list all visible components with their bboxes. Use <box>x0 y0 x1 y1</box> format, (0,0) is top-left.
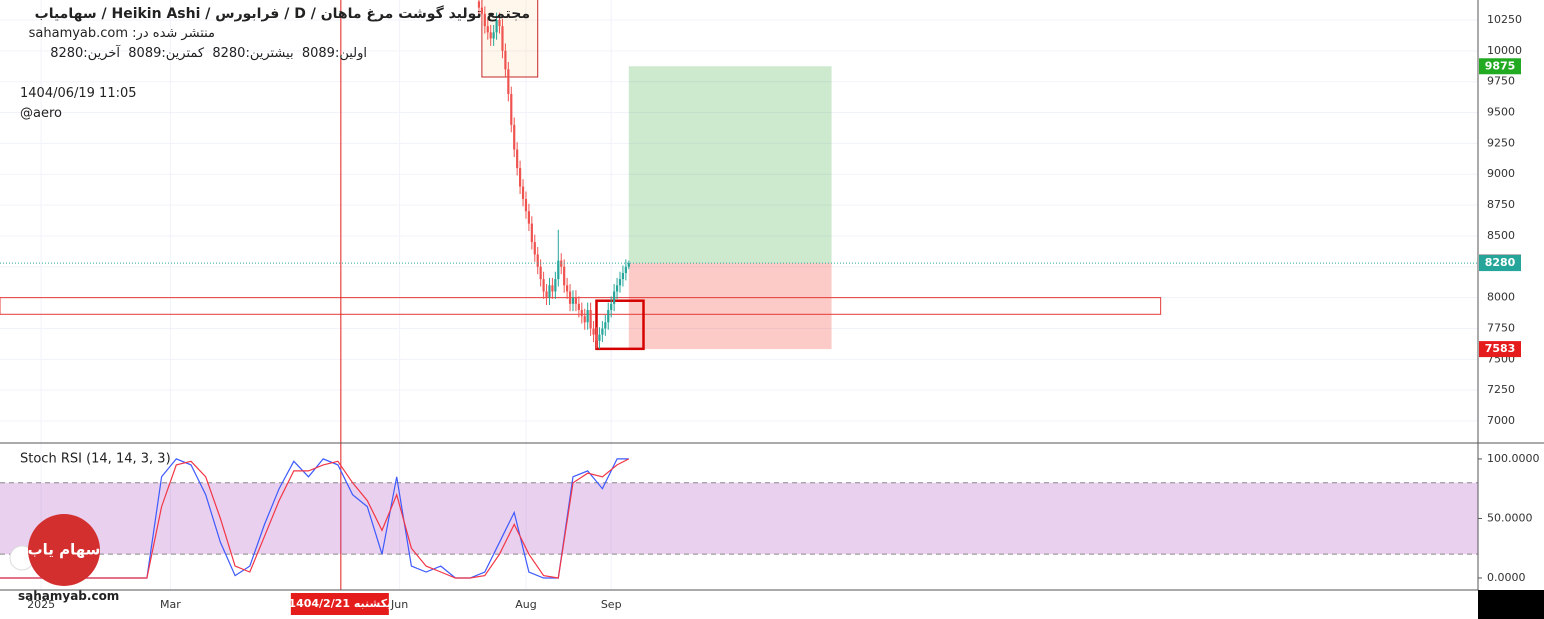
candle-body <box>563 266 566 286</box>
y-tick-label: 8500 <box>1487 229 1515 242</box>
candle-body <box>489 32 492 39</box>
candle-body <box>601 328 604 335</box>
author: @aero <box>20 106 62 121</box>
y-tick-label: 50.0000 <box>1487 511 1533 524</box>
x-tick-label: Mar <box>160 598 181 611</box>
candle-body <box>504 50 507 70</box>
candle-body <box>498 19 501 27</box>
price-marker-label: 8280 <box>1485 256 1516 269</box>
candle-body <box>621 272 625 280</box>
y-tick-label: 10250 <box>1487 13 1522 26</box>
axis-corner <box>1478 590 1544 619</box>
y-tick-label: 9500 <box>1487 106 1515 119</box>
candle-body <box>530 223 533 243</box>
x-tick-label: Aug <box>515 598 536 611</box>
candle-body <box>486 26 489 33</box>
date: 1404/06/19 11:05 <box>20 86 137 101</box>
candle-body <box>495 19 498 33</box>
x-tick-label: Sep <box>601 598 622 611</box>
zone <box>0 297 1162 315</box>
position-stop <box>628 263 832 350</box>
y-tick-label: 9250 <box>1487 136 1515 149</box>
candle-body <box>571 297 575 304</box>
position-target <box>628 66 832 264</box>
x-tick-label: 2025 <box>27 598 55 611</box>
y-tick-label: 8750 <box>1487 198 1515 211</box>
y-tick-label: 8000 <box>1487 291 1515 304</box>
candle-body <box>583 316 586 323</box>
chart-title: مجتمع تولید گوشت مرغ ماهان / D / فرابورس… <box>34 6 530 22</box>
price-marker <box>1479 58 1521 75</box>
price-marker-label: 9875 <box>1485 59 1516 72</box>
candle-body <box>560 260 563 267</box>
logo-text: سهام یاب <box>28 541 101 559</box>
cursor-label: 1404/2/21 یکشنبه <box>288 597 391 610</box>
candle-body <box>557 260 560 280</box>
candle-body <box>580 309 583 317</box>
y-tick-label: 0.0000 <box>1487 571 1526 584</box>
candle-body <box>577 303 580 310</box>
price-marker <box>1479 341 1521 358</box>
candle-body <box>610 303 613 310</box>
candle-body <box>568 291 572 304</box>
candle-body <box>507 69 510 95</box>
published: منتشر شده در: sahamyab.com <box>28 26 215 41</box>
candle-body <box>604 322 607 329</box>
logo <box>28 514 100 586</box>
candle-body <box>501 26 504 51</box>
candle-body <box>618 279 622 286</box>
price-marker-label: 7583 <box>1485 342 1516 355</box>
ohlc: اولین:8089 بیشترین:8280 کمترین:8089 آخری… <box>50 46 367 61</box>
y-tick-label: 7250 <box>1487 383 1515 396</box>
candle-body <box>536 254 539 267</box>
y-tick-label: 7750 <box>1487 321 1515 334</box>
candle-body <box>627 263 630 267</box>
logo-site: sahamyab.com <box>18 589 120 603</box>
stoch-band <box>0 482 1478 555</box>
candle-body <box>589 309 592 329</box>
candle-body <box>492 32 495 39</box>
candle-body <box>545 291 548 298</box>
x-tick-label: Jun <box>390 598 408 611</box>
zone <box>595 299 645 351</box>
y-tick-label: 9000 <box>1487 167 1515 180</box>
candle-body <box>574 297 578 304</box>
stoch-line <box>0 458 630 579</box>
candle-body <box>598 334 601 341</box>
candle-body <box>480 7 483 14</box>
candle-body <box>513 124 516 150</box>
candle-body <box>533 242 536 255</box>
candle-body <box>624 266 627 273</box>
candle-body <box>566 285 569 292</box>
candle-body <box>542 279 545 292</box>
candle-body <box>539 266 542 280</box>
candle-body <box>615 285 619 292</box>
candle-body <box>613 291 616 304</box>
y-tick-label: 100.0000 <box>1487 452 1540 465</box>
y-tick-label: 10000 <box>1487 44 1522 57</box>
candle-body <box>516 149 519 169</box>
candle-body <box>548 285 551 298</box>
candle-body <box>554 279 557 292</box>
y-tick-label: 9750 <box>1487 75 1515 88</box>
candle-body <box>524 198 528 212</box>
candle-body <box>586 309 589 323</box>
candle-body <box>592 328 595 335</box>
candle-body <box>527 211 531 224</box>
candle-body <box>483 13 486 27</box>
price-marker <box>1479 255 1521 272</box>
candle-body <box>510 94 513 125</box>
candle-body <box>518 168 522 187</box>
candle-body <box>521 186 525 199</box>
candle-body <box>477 1 481 8</box>
candle-body <box>595 334 598 341</box>
indicator-title: Stoch RSI (14, 14, 3, 3) <box>20 452 171 467</box>
y-tick-label: 7000 <box>1487 414 1515 427</box>
cursor-label-bg <box>290 593 389 615</box>
candle-body <box>607 309 610 323</box>
candle-body <box>551 285 554 292</box>
